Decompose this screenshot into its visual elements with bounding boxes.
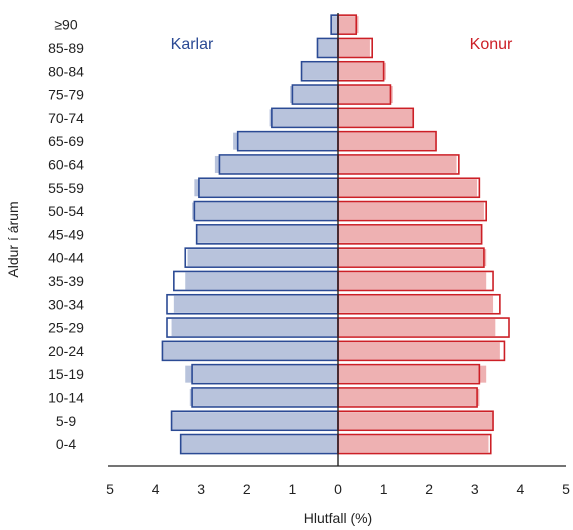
shadow-bar-right-50-54 bbox=[338, 202, 484, 220]
y-tick-55-59: 55-59 bbox=[48, 180, 84, 196]
x-tick-0: 5 bbox=[106, 481, 114, 497]
shadow-bar-right-60-64 bbox=[338, 155, 457, 173]
shadow-bar-right-85-89 bbox=[338, 39, 370, 57]
y-tick-60-64: 60-64 bbox=[48, 156, 84, 172]
x-tick-3: 2 bbox=[243, 481, 251, 497]
x-tick-9: 4 bbox=[517, 481, 525, 497]
shadow-bar-left-75-79 bbox=[290, 86, 338, 104]
shadow-bar-right-70-74 bbox=[338, 109, 414, 127]
y-tick-75-79: 75-79 bbox=[48, 87, 84, 103]
x-tick-4: 1 bbox=[289, 481, 297, 497]
shadow-bar-left-30-34 bbox=[173, 295, 338, 313]
shadow-bar-right-45-49 bbox=[338, 225, 482, 243]
shadow-bar-left-45-49 bbox=[196, 225, 338, 243]
x-tick-10: 5 bbox=[562, 481, 570, 497]
y-tick-5-9: 5-9 bbox=[56, 413, 76, 429]
y-tick-70-74: 70-74 bbox=[48, 110, 84, 126]
x-axis-title: Hlutfall (%) bbox=[304, 510, 372, 526]
y-tick-10-14: 10-14 bbox=[48, 389, 84, 405]
y-tick-50-54: 50-54 bbox=[48, 203, 84, 219]
shadow-bar-left-35-39 bbox=[185, 272, 338, 290]
y-tick-25-29: 25-29 bbox=[48, 320, 84, 336]
shadow-bar-right-25-29 bbox=[338, 319, 496, 337]
shadow-bar-left-80-84 bbox=[301, 62, 338, 80]
shadow-bar-left-20-24 bbox=[162, 342, 338, 360]
series-label-male: Karlar bbox=[171, 36, 214, 53]
shadow-bar-left-ge90 bbox=[331, 16, 338, 34]
y-tick-20-24: 20-24 bbox=[48, 343, 84, 359]
shadow-bar-right-0-4 bbox=[338, 435, 489, 453]
shadow-bar-right-35-39 bbox=[338, 272, 487, 290]
y-tick-40-44: 40-44 bbox=[48, 250, 84, 266]
shadow-bar-right-10-14 bbox=[338, 388, 480, 406]
shadow-bar-left-10-14 bbox=[189, 388, 338, 406]
shadow-bar-right-5-9 bbox=[338, 412, 494, 430]
shadow-bar-right-ge90 bbox=[338, 16, 359, 34]
shadow-bar-left-25-29 bbox=[171, 319, 338, 337]
y-tick-80-84: 80-84 bbox=[48, 63, 84, 79]
y-tick-30-34: 30-34 bbox=[48, 296, 84, 312]
shadow-bar-right-20-24 bbox=[338, 342, 500, 360]
shadow-bar-left-65-69 bbox=[233, 132, 338, 150]
series-label-female: Konur bbox=[470, 36, 513, 53]
x-tick-6: 1 bbox=[380, 481, 388, 497]
y-tick-45-49: 45-49 bbox=[48, 226, 84, 242]
shadow-bar-left-40-44 bbox=[187, 249, 338, 267]
shadow-bar-right-40-44 bbox=[338, 249, 487, 267]
x-tick-labels: 5 4 3 2 1 0 1 2 3 4 5 bbox=[106, 481, 570, 497]
y-tick-15-19: 15-19 bbox=[48, 366, 84, 382]
x-tick-2: 3 bbox=[197, 481, 205, 497]
y-tick-85-89: 85-89 bbox=[48, 40, 84, 56]
shadow-bar-left-50-54 bbox=[192, 202, 338, 220]
shadow-bar-right-80-84 bbox=[338, 62, 386, 80]
shadow-bar-left-60-64 bbox=[214, 155, 338, 173]
shadow-bar-right-30-34 bbox=[338, 295, 494, 313]
x-tick-1: 4 bbox=[152, 481, 160, 497]
shadow-bar-left-85-89 bbox=[317, 39, 338, 57]
shadow-bar-left-5-9 bbox=[171, 412, 338, 430]
shadow-bar-left-70-74 bbox=[269, 109, 338, 127]
y-tick-35-39: 35-39 bbox=[48, 273, 84, 289]
y-tick-labels: 0-4 5-9 10-14 15-19 20-24 25-29 30-34 35-39 40-4… bbox=[48, 17, 84, 452]
shadow-bar-left-0-4 bbox=[180, 435, 338, 453]
shadow-bar-right-65-69 bbox=[338, 132, 437, 150]
shadow-bar-left-55-59 bbox=[194, 179, 338, 197]
x-tick-5: 0 bbox=[334, 481, 342, 497]
shadow-bar-right-15-19 bbox=[338, 365, 487, 383]
y-tick-65-69: 65-69 bbox=[48, 133, 84, 149]
x-tick-8: 3 bbox=[471, 481, 479, 497]
shadow-bar-right-55-59 bbox=[338, 179, 478, 197]
shadow-bar-right-75-79 bbox=[338, 86, 393, 104]
y-tick-0-4: 0-4 bbox=[56, 436, 76, 452]
y-tick-ge90: ≥90 bbox=[54, 17, 77, 33]
x-tick-7: 2 bbox=[425, 481, 433, 497]
shadow-bars bbox=[162, 16, 500, 453]
y-axis-title: Aldur í árum bbox=[5, 201, 21, 277]
shadow-bar-left-15-19 bbox=[185, 365, 338, 383]
